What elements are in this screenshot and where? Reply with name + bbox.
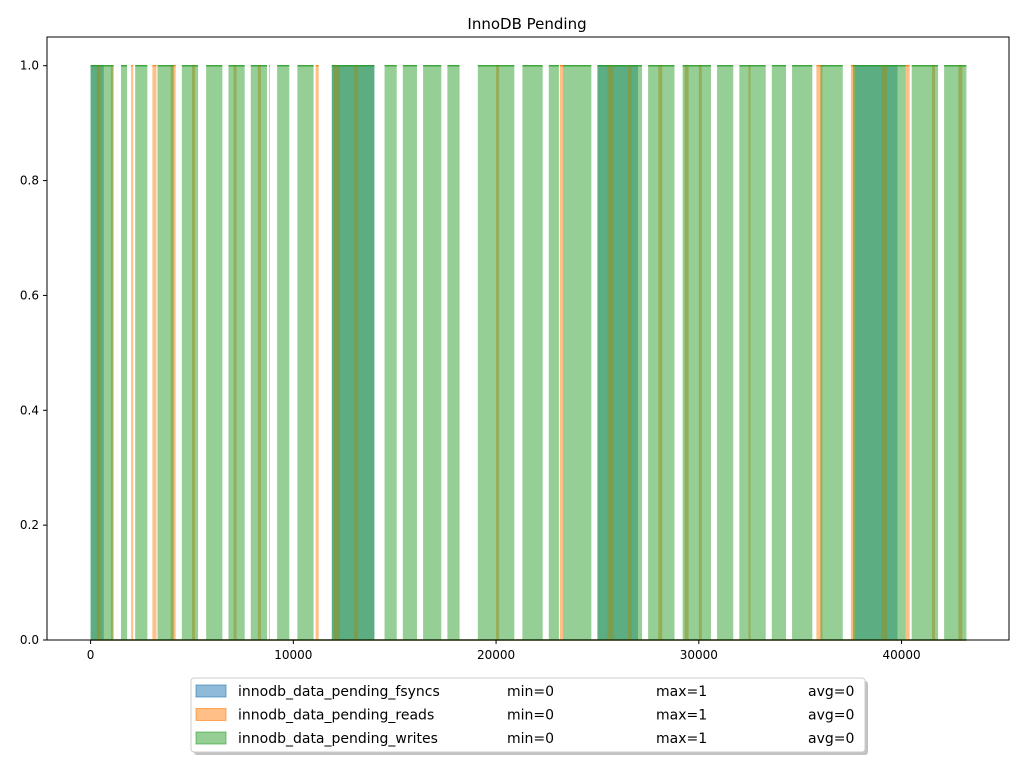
series-area-segment	[548, 65, 559, 640]
series-area-segment	[820, 65, 843, 640]
legend-stat-avg: avg=0	[808, 708, 854, 724]
series-area-segment	[206, 65, 223, 640]
y-tick-label: 1.0	[20, 59, 39, 73]
y-tick-label: 0.2	[20, 518, 39, 532]
series-area-segment	[816, 65, 823, 640]
series-area-segment	[648, 65, 675, 640]
series-area-segment	[423, 65, 442, 640]
series-area-segment	[522, 65, 543, 640]
legend-swatch	[195, 708, 227, 721]
legend-label: innodb_data_pending_reads	[238, 708, 434, 724]
legend: innodb_data_pending_fsyncs min=0 max=1 avg=…	[190, 677, 868, 755]
series-area-segment	[157, 65, 174, 640]
series-area-segment	[331, 65, 375, 640]
legend-stat-avg: avg=0	[808, 731, 854, 747]
y-tick-label: 0.4	[20, 403, 39, 417]
legend-stat-max: max=1	[656, 731, 707, 747]
series-area-segment	[447, 65, 460, 640]
series-area-segment	[477, 65, 515, 640]
series-area-segment	[559, 65, 563, 640]
legend-stat-avg: avg=0	[808, 684, 854, 700]
series-area-segment	[905, 65, 910, 640]
legend-stat-min: min=0	[507, 684, 554, 700]
series-area-segment	[131, 65, 134, 640]
legend-stat-max: max=1	[656, 708, 707, 724]
series-area-segment	[135, 65, 148, 640]
plot-area	[90, 64, 967, 641]
legend-stat-min: min=0	[507, 731, 554, 747]
legend-label: innodb_data_pending_fsyncs	[238, 684, 440, 700]
legend-swatch	[195, 731, 227, 745]
series-area-segment	[562, 65, 592, 640]
x-tick-label: 20000	[477, 648, 515, 662]
series-area-segment	[402, 65, 417, 640]
series-area-segment	[944, 65, 967, 640]
series-area-segment	[228, 65, 245, 640]
axes-frame	[46, 36, 1010, 641]
series-area-segment	[90, 65, 113, 640]
series-area-segment	[152, 65, 157, 640]
legend-swatch	[195, 684, 227, 698]
series-area-segment	[771, 65, 786, 640]
x-tick-label: 30000	[680, 648, 718, 662]
y-tick-label: 0.6	[20, 288, 39, 302]
series-area-segment	[181, 65, 199, 640]
x-tick-label: 10000	[274, 648, 312, 662]
legend-stat-max: max=1	[656, 684, 707, 700]
series-area-segment	[297, 65, 314, 640]
series-innodb_data_pending_writes	[90, 64, 967, 641]
series-area-segment	[717, 65, 734, 640]
chart-title: InnoDB Pending	[467, 15, 586, 33]
series-area-segment	[911, 65, 939, 640]
legend-label: innodb_data_pending_writes	[238, 731, 438, 747]
series-area-segment	[121, 65, 128, 640]
series-area-segment	[852, 65, 906, 640]
series-area-segment	[384, 65, 397, 640]
series-area-segment	[739, 65, 766, 640]
series-area-segment	[315, 65, 319, 640]
axes: 0 10000 20000 30000 40000 0.0 0.2 0.4 0.6 0.8 1.0	[20, 36, 1010, 662]
series-area-segment	[277, 65, 290, 640]
x-tick-label: 40000	[882, 648, 920, 662]
legend-box	[190, 677, 866, 753]
y-tick-label: 0.8	[20, 174, 39, 188]
series-area-segment	[682, 65, 711, 640]
y-tick-label: 0.0	[20, 633, 39, 647]
series-area-segment	[792, 65, 813, 640]
series-area-segment	[250, 65, 267, 640]
legend-stat-min: min=0	[507, 708, 554, 724]
x-tick-label: 0	[87, 648, 95, 662]
series-area-segment	[269, 65, 271, 640]
series-area-segment	[597, 65, 643, 640]
